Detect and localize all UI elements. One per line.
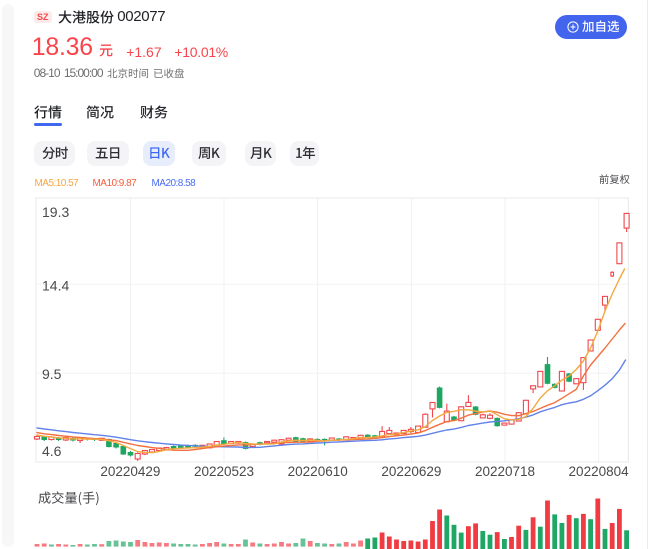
svg-text:20220804: 20220804 — [569, 464, 630, 479]
svg-text:4.6: 4.6 — [42, 443, 62, 459]
svg-text:14.4: 14.4 — [42, 278, 69, 294]
svg-text:20220629: 20220629 — [381, 464, 441, 479]
svg-text:19.3: 19.3 — [42, 204, 69, 220]
svg-text:20220718: 20220718 — [475, 464, 535, 479]
svg-text:9.5: 9.5 — [42, 366, 62, 382]
svg-text:20220429: 20220429 — [100, 464, 160, 479]
svg-text:20220610: 20220610 — [288, 464, 348, 479]
svg-text:20220523: 20220523 — [194, 464, 254, 479]
